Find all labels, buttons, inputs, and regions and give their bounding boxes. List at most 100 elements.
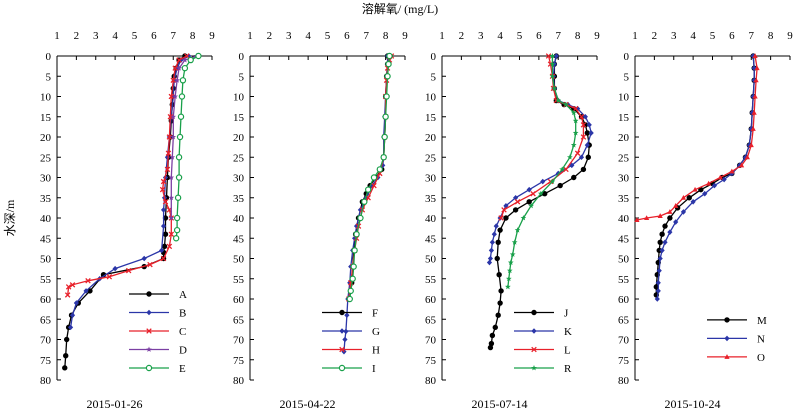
- data-point-I: [349, 275, 356, 282]
- data-point-R: [505, 275, 512, 282]
- data-point-O: [644, 215, 650, 220]
- data-point-D: [170, 113, 177, 120]
- data-point-B: [159, 247, 165, 254]
- data-point-R: [572, 129, 579, 136]
- series-line-H: [348, 55, 392, 300]
- series-markers-J: [487, 53, 592, 351]
- data-point-I: [376, 166, 384, 173]
- y-tick-label: 55: [425, 274, 437, 286]
- x-tick-label: 1: [439, 30, 445, 42]
- y-tick-label: 45: [233, 233, 245, 245]
- y-tick-label: 5: [624, 71, 630, 83]
- series-line-N: [656, 55, 755, 300]
- x-tick-label: 1: [247, 30, 253, 42]
- legend-marker-E: [145, 364, 153, 372]
- x-tick-label: 9: [787, 30, 793, 42]
- y-tick-label: 70: [618, 335, 630, 347]
- y-tick-label: 45: [425, 233, 437, 245]
- data-point-C: [160, 178, 167, 185]
- data-point-E: [173, 226, 181, 234]
- data-point-C: [85, 278, 91, 284]
- data-point-E: [187, 56, 194, 64]
- y-tick-label: 10: [40, 92, 52, 104]
- y-tick-label: 0: [431, 51, 437, 63]
- data-point-E: [177, 113, 185, 120]
- series-markers-C: [64, 53, 190, 298]
- data-point-O: [673, 203, 679, 208]
- data-point-L: [578, 113, 585, 120]
- legend-label-D: D: [179, 345, 187, 357]
- data-point-N: [721, 176, 727, 183]
- data-point-C: [166, 243, 173, 250]
- x-tick-label: 9: [402, 30, 408, 42]
- data-point-B: [160, 223, 167, 229]
- x-tick-label: 4: [305, 30, 311, 42]
- data-point-R: [505, 283, 511, 290]
- data-point-E: [181, 64, 189, 72]
- legend-marker-F: [339, 309, 345, 316]
- legend-label-C: C: [179, 326, 186, 338]
- data-point-N: [655, 280, 661, 286]
- data-point-E: [176, 133, 184, 141]
- series-line-O: [636, 55, 758, 221]
- data-point-K: [553, 53, 559, 59]
- y-tick-label: 60: [233, 294, 245, 306]
- data-point-B: [67, 324, 74, 331]
- legend-marker-O: [724, 354, 730, 359]
- y-tick-label: 75: [618, 355, 630, 367]
- y-tick-label: 30: [40, 173, 52, 185]
- y-tick-label: 75: [40, 355, 52, 367]
- x-tick-label: 7: [749, 30, 755, 42]
- data-point-A: [161, 243, 168, 250]
- data-point-D: [169, 154, 176, 160]
- data-point-E: [195, 52, 202, 60]
- series-line-J: [489, 55, 590, 348]
- y-tick-label: 50: [425, 254, 437, 266]
- y-tick-label: 15: [40, 112, 52, 124]
- data-point-N: [673, 219, 679, 225]
- legend: MNO: [707, 315, 767, 364]
- legend-marker-A: [146, 291, 152, 297]
- y-tick-label: 0: [46, 51, 52, 63]
- data-point-E: [174, 194, 182, 201]
- data-point-N: [750, 53, 756, 59]
- legend-label-F: F: [372, 308, 378, 320]
- data-point-J: [495, 239, 501, 246]
- y-axis-label: 水深/m: [3, 199, 17, 236]
- data-point-R: [506, 267, 513, 274]
- x-tick-label: 2: [652, 30, 658, 42]
- data-point-N: [690, 199, 696, 205]
- data-point-K: [578, 154, 585, 161]
- data-point-C: [125, 267, 132, 274]
- data-point-I: [383, 93, 390, 100]
- data-point-D: [176, 65, 182, 71]
- data-point-M: [659, 231, 665, 237]
- data-point-O: [738, 162, 745, 168]
- data-point-L: [574, 150, 581, 156]
- y-tick-label: 15: [233, 112, 245, 124]
- legend-label-G: G: [372, 326, 380, 338]
- y-tick-label: 45: [618, 233, 630, 245]
- data-point-N: [711, 182, 718, 189]
- data-point-I: [347, 287, 354, 295]
- data-point-R: [528, 202, 534, 209]
- data-point-C: [166, 134, 173, 140]
- data-point-J: [492, 324, 498, 331]
- y-tick-label: 70: [233, 335, 245, 347]
- data-point-R: [567, 154, 573, 160]
- data-point-I: [384, 73, 391, 80]
- y-tick-label: 20: [40, 132, 52, 144]
- data-point-R: [507, 259, 514, 265]
- legend-marker-L: [531, 346, 537, 353]
- data-point-L: [498, 215, 504, 221]
- data-point-C: [172, 65, 178, 71]
- data-point-M: [686, 195, 692, 201]
- x-tick-label: 2: [459, 30, 465, 42]
- data-point-B: [141, 255, 147, 262]
- data-point-O: [692, 186, 698, 192]
- data-point-N: [659, 247, 665, 254]
- legend-marker-G: [339, 328, 345, 334]
- data-point-K: [489, 239, 495, 246]
